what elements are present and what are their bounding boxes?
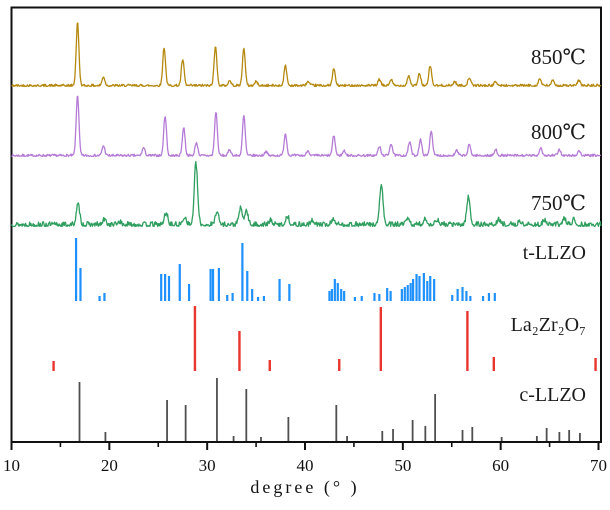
- series-label-t-llzo: t-LLZO: [522, 242, 586, 264]
- x-tick-label: 20: [101, 456, 118, 475]
- series-label-750c: 750℃: [531, 191, 586, 215]
- x-tick-label: 30: [199, 456, 216, 475]
- x-tick-label: 70: [590, 456, 607, 475]
- x-tick-label: 40: [297, 456, 314, 475]
- xrd-trace-750℃: [10, 160, 602, 228]
- x-tick-label: 60: [492, 456, 509, 475]
- xrd-trace-850℃: [11, 22, 602, 88]
- series-label-c-llzo: c-LLZO: [519, 384, 586, 406]
- x-tick-label: 50: [394, 456, 411, 475]
- series-label-la2zr2o7: La₂Zr₂O₇: [510, 314, 586, 336]
- xrd-trace-800℃: [11, 95, 602, 158]
- series-label-850c: 850℃: [531, 45, 586, 69]
- x-tick-label: 10: [3, 456, 20, 475]
- x-axis-title: degree (° ): [250, 477, 360, 497]
- series-label-800c: 800℃: [531, 120, 586, 144]
